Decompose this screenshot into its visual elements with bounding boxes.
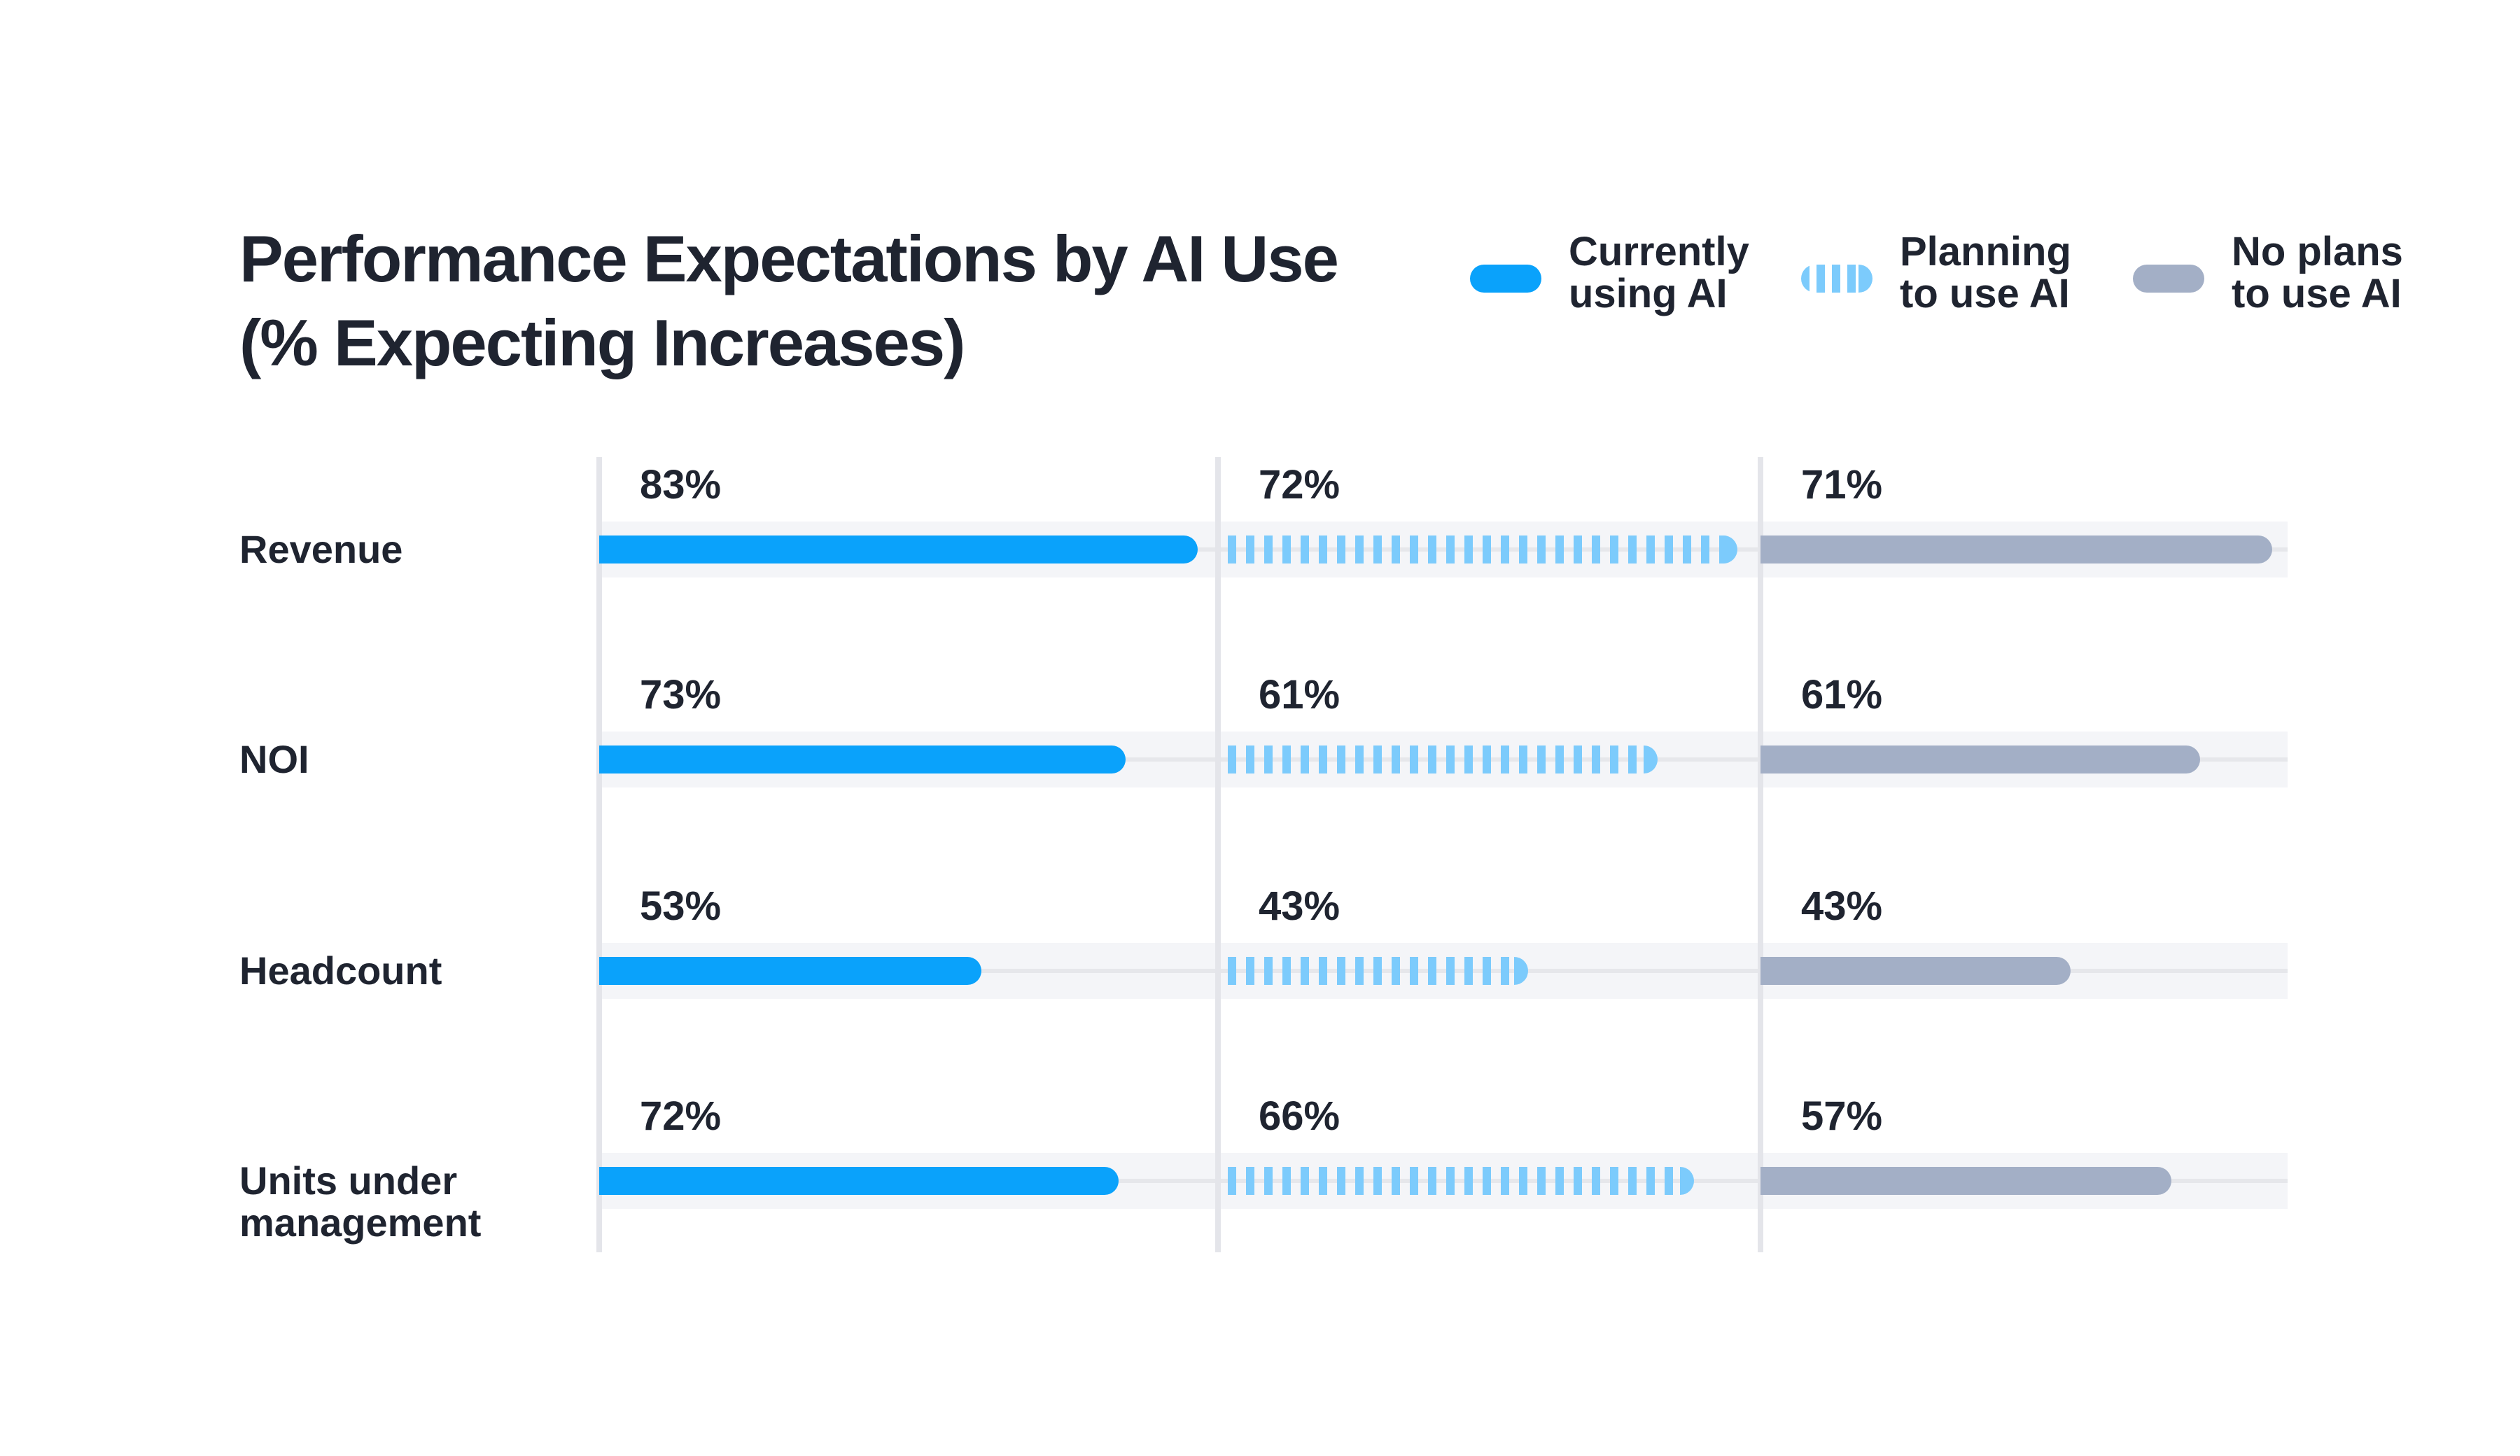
category-label: Revenue bbox=[239, 528, 402, 570]
bar-planning bbox=[1218, 1167, 1694, 1195]
legend-label: Planning to use AI bbox=[1900, 231, 2071, 315]
bar-cap bbox=[1679, 1167, 1694, 1195]
data-label: 61% bbox=[1259, 672, 1340, 718]
category-label-line: Units under bbox=[239, 1158, 458, 1203]
legend-label-line: Currently bbox=[1569, 229, 1749, 274]
bar-planning bbox=[1218, 957, 1528, 985]
data-label: 71% bbox=[1801, 462, 1883, 507]
data-label: 61% bbox=[1801, 672, 1883, 718]
chart-title-line-2: (% Expecting Increases) bbox=[239, 306, 965, 379]
legend-label: No plans to use AI bbox=[2232, 231, 2403, 315]
bar-current bbox=[599, 536, 1198, 564]
legend-swatch-cap bbox=[1858, 265, 1872, 293]
bar-current bbox=[599, 746, 1126, 774]
bar-no-plans bbox=[1760, 746, 2201, 774]
bar-planning bbox=[1218, 536, 1737, 564]
bar-no-plans bbox=[1760, 1167, 2172, 1195]
chart-title: Performance Expectations by AI Use (% Ex… bbox=[239, 217, 1339, 385]
category-label-line: Headcount bbox=[239, 948, 442, 993]
data-label: 43% bbox=[1259, 883, 1340, 929]
legend-swatch bbox=[1470, 265, 1541, 293]
legend-label-line: to use AI bbox=[2232, 271, 2402, 316]
data-label: 66% bbox=[1259, 1093, 1340, 1139]
legend-label-line: to use AI bbox=[1900, 271, 2070, 316]
data-label: 53% bbox=[640, 883, 722, 929]
bar-planning bbox=[1218, 746, 1658, 774]
bar-no-plans bbox=[1760, 536, 2273, 564]
data-label: 43% bbox=[1801, 883, 1883, 929]
data-label: 73% bbox=[640, 672, 722, 718]
bar-no-plans bbox=[1760, 957, 2071, 985]
legend-swatch bbox=[1801, 265, 1872, 293]
legend-swatch bbox=[2133, 265, 2204, 293]
legend-label-line: using AI bbox=[1569, 271, 1728, 316]
bar-current bbox=[599, 1167, 1119, 1195]
data-label: 72% bbox=[1259, 462, 1340, 507]
category-label: NOI bbox=[239, 738, 309, 780]
category-label-line: NOI bbox=[239, 737, 309, 781]
column-axis bbox=[1758, 457, 1763, 1252]
bar-cap bbox=[1513, 957, 1528, 985]
legend-label-line: Planning bbox=[1900, 229, 2071, 274]
legend-label: Currently using AI bbox=[1569, 231, 1749, 315]
data-label: 57% bbox=[1801, 1093, 1883, 1139]
bar-cap bbox=[1644, 746, 1658, 774]
category-label-line: Revenue bbox=[239, 527, 403, 571]
data-label: 72% bbox=[640, 1093, 722, 1139]
bar-cap bbox=[1723, 536, 1737, 564]
bar-current bbox=[599, 957, 981, 985]
chart-title-line-1: Performance Expectations by AI Use bbox=[239, 222, 1339, 295]
column-axis bbox=[596, 457, 602, 1252]
legend-label-line: No plans bbox=[2232, 229, 2403, 274]
data-label: 83% bbox=[640, 462, 722, 507]
column-axis bbox=[1215, 457, 1221, 1252]
category-label: Headcount bbox=[239, 950, 442, 992]
category-label-line: management bbox=[239, 1200, 482, 1245]
category-label: Units under management bbox=[239, 1160, 481, 1244]
